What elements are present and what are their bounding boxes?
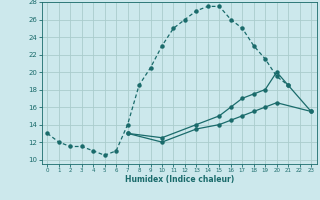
X-axis label: Humidex (Indice chaleur): Humidex (Indice chaleur) [124,175,234,184]
